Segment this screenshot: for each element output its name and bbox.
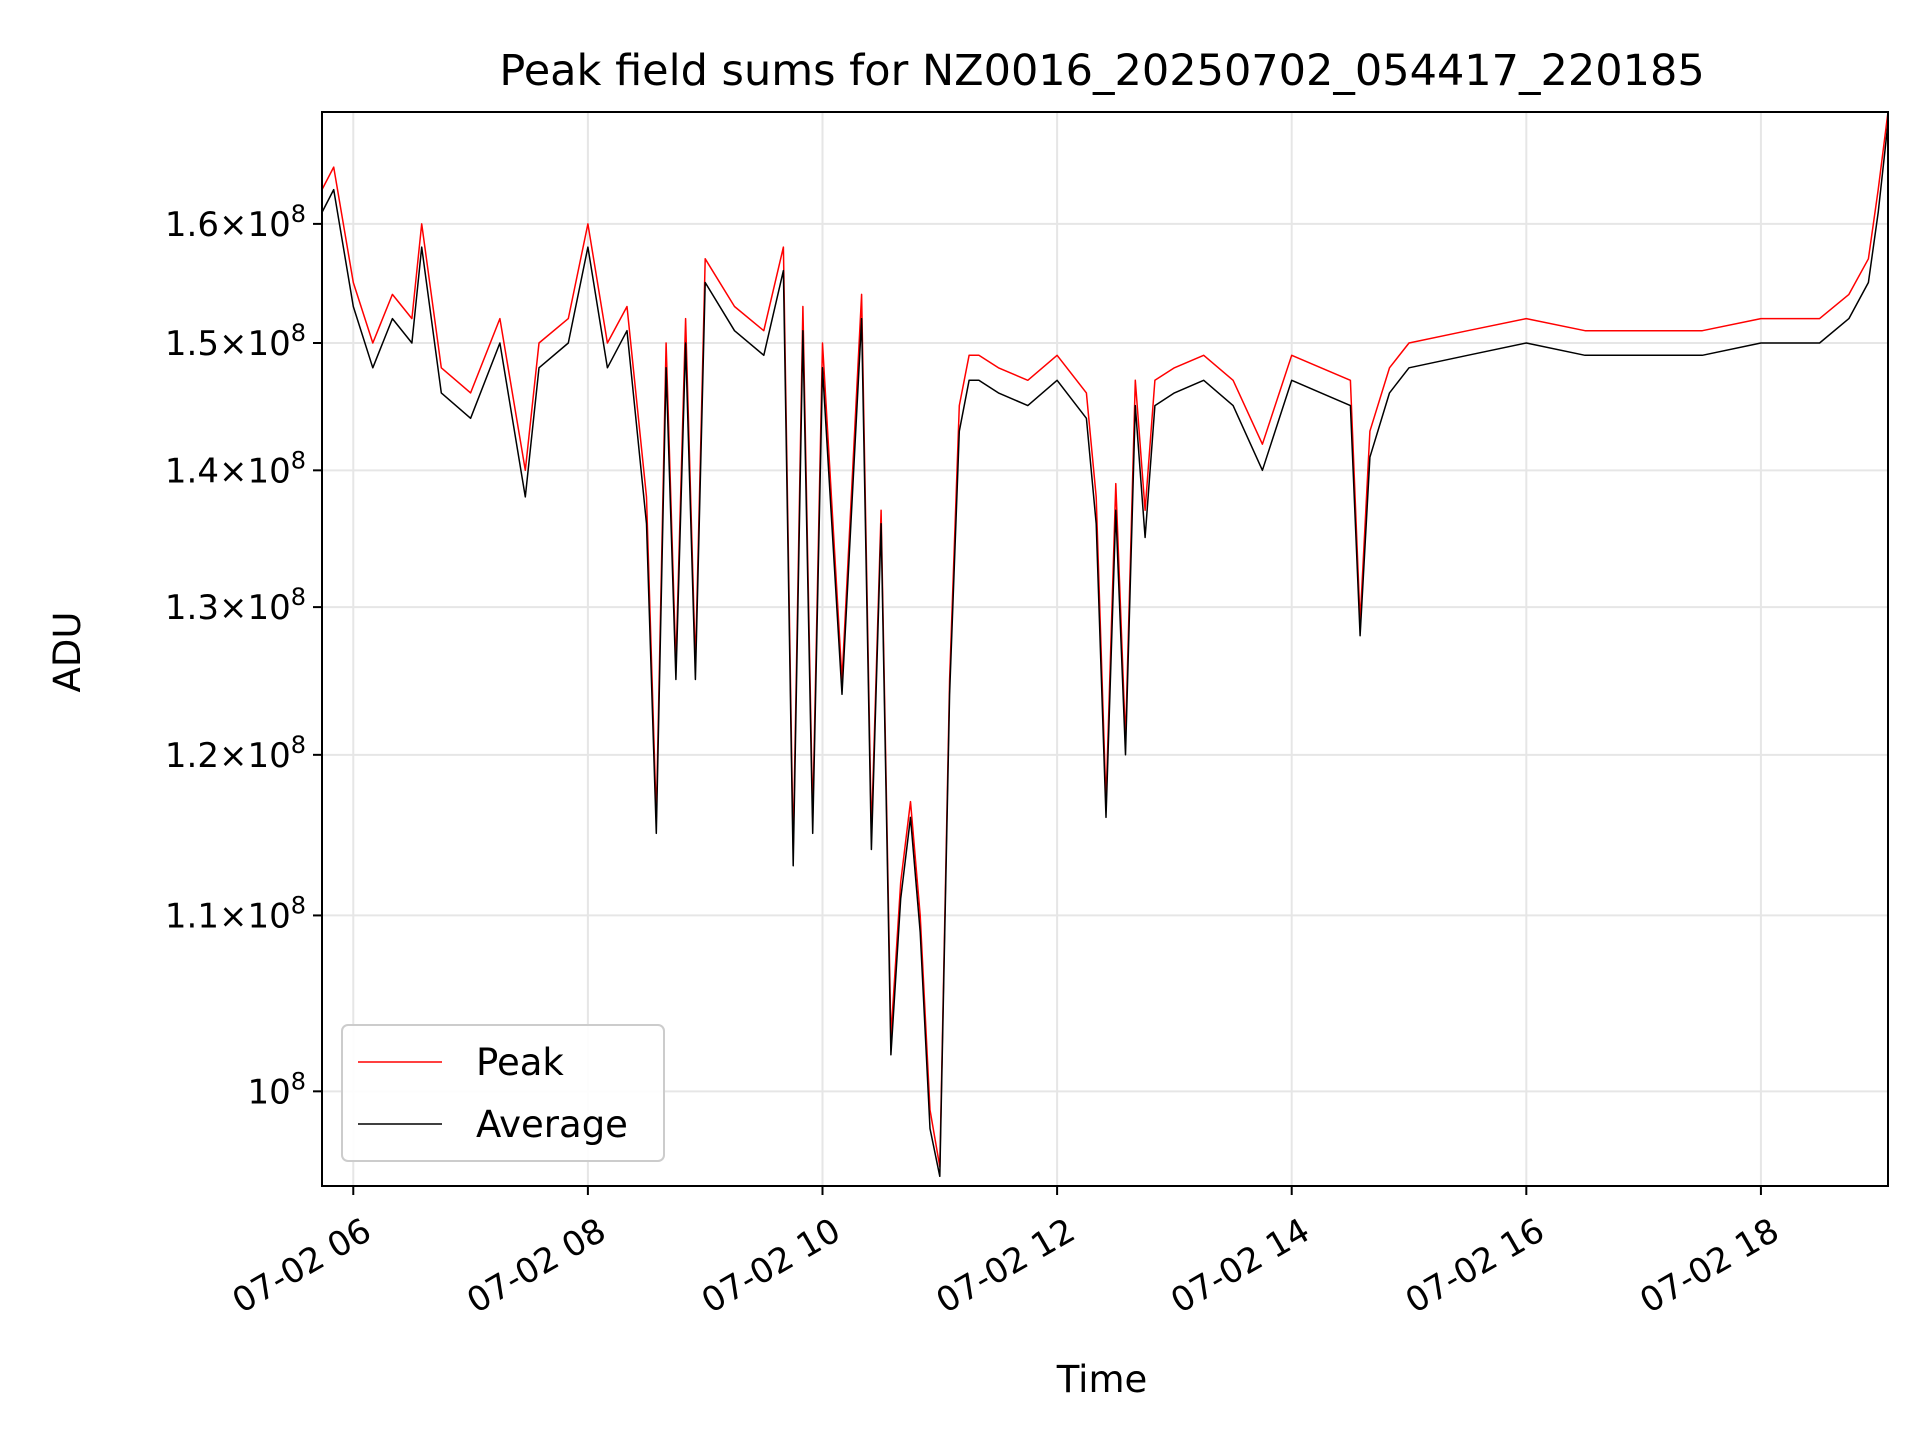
y-tick-label: 1.3×108 bbox=[165, 583, 306, 628]
legend: Peak Average bbox=[341, 1024, 665, 1162]
legend-average-label: Average bbox=[476, 1103, 628, 1146]
plot-lines bbox=[321, 111, 1889, 1178]
y-tick-label: 1.6×108 bbox=[165, 200, 306, 245]
y-axis: 108 1.1×108 1.2×108 1.3×108 1.4×108 1.5×108 1.… bbox=[165, 200, 322, 1112]
chart-title: Peak field sums for NZ0016_20250702_0544… bbox=[499, 46, 1704, 96]
legend-peak-label: Peak bbox=[476, 1041, 564, 1084]
plot-frame bbox=[321, 111, 1889, 1187]
y-axis-label: ADU bbox=[46, 612, 89, 693]
y-tick-label: 1.4×108 bbox=[165, 446, 306, 491]
y-tick-label: 1.1×108 bbox=[165, 891, 306, 936]
series-line-average bbox=[321, 122, 1889, 1178]
legend-box bbox=[341, 1024, 665, 1162]
y-tick-label: 108 bbox=[247, 1067, 306, 1112]
y-tick-label: 1.2×108 bbox=[165, 731, 306, 776]
y-tick-label: 1.5×108 bbox=[165, 319, 306, 364]
series-line-peak bbox=[321, 111, 1889, 1168]
x-axis-label: Time bbox=[1056, 1358, 1148, 1401]
